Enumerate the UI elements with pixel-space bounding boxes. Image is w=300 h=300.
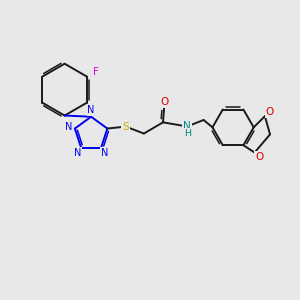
Text: N: N [74,148,81,158]
Text: H: H [184,129,190,138]
Text: N: N [65,122,72,131]
Text: N: N [87,105,95,115]
Text: O: O [160,97,168,107]
Text: O: O [266,107,274,117]
Text: S: S [122,122,129,132]
Text: N: N [101,148,109,158]
Text: O: O [255,152,263,162]
Text: F: F [93,67,99,77]
Text: N: N [183,121,191,131]
